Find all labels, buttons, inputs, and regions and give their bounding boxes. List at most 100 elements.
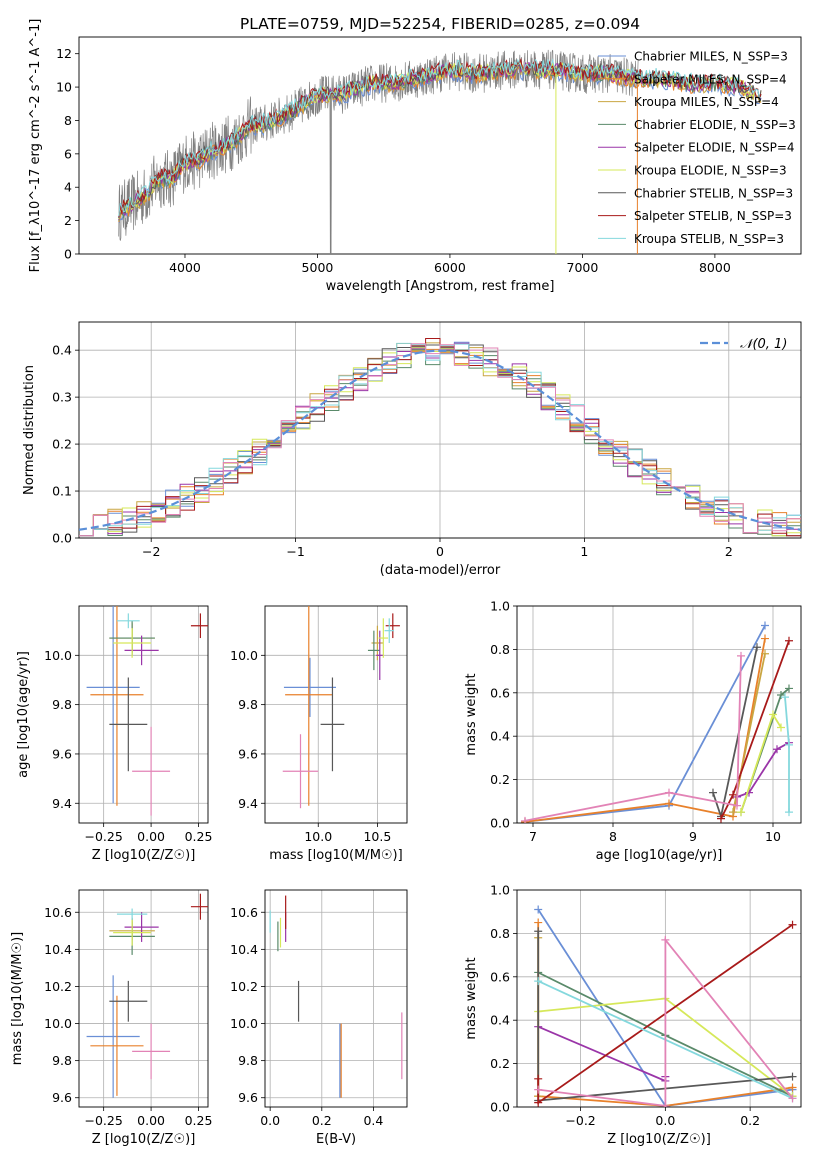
mass-weight-line — [740, 712, 782, 813]
y-axis-label: mass [log10(M/M☉)] — [10, 932, 25, 1065]
residual-histogram — [79, 343, 801, 537]
axes-frame — [78, 321, 802, 539]
legend-label: Chabrier ELODIE, N_SSP=3 — [634, 118, 796, 132]
y-tick-label: 9.6 — [238, 1090, 258, 1105]
y-tick-label: 0.6 — [490, 685, 510, 700]
mass-weight-marker — [788, 1083, 797, 1092]
y-tick-label: 10.2 — [44, 979, 72, 994]
mass-weight-marker — [785, 740, 793, 749]
y-tick-label: 10.0 — [44, 648, 72, 663]
panel-massweight_vs_Z: −0.2 0.0 0.2 0.0 0.2 0.4 0.6 0.8 1.0 Z [log10(Z/Z… — [464, 883, 802, 1147]
model-spectrum-line — [118, 61, 762, 219]
y-tick-label: 0.3 — [52, 390, 72, 405]
legend-label: 𝒩(0, 1) — [740, 337, 787, 352]
legend-label: Kroupa STELIB, N_SSP=3 — [634, 232, 784, 246]
mass-weight-marker — [785, 684, 793, 693]
plot-area — [521, 621, 793, 823]
y-tick-label: 9.8 — [52, 697, 72, 712]
y-tick-label: 8 — [64, 113, 72, 128]
y-tick-label: 9.4 — [238, 796, 258, 811]
plot-area — [79, 338, 801, 537]
x-tick-label: −0.25 — [85, 1113, 123, 1128]
mass-weight-marker — [788, 920, 797, 929]
y-axis-label: mass weight — [464, 957, 479, 1039]
axes-frame — [78, 605, 209, 824]
panel-mass_vs_ebv: 0.0 0.2 0.4 9.6 9.8 10.0 10.2 10.4 10.6 E(B-V) — [230, 889, 408, 1147]
x-axis-label: (data-model)/error — [380, 563, 501, 578]
plot-area — [86, 606, 208, 816]
x-axis-label: E(B-V) — [316, 1132, 356, 1147]
y-tick-label: 9.8 — [52, 1053, 72, 1068]
panel-massweight_vs_age: 7 8 9 10 0.0 0.2 0.4 0.6 0.8 1.0 age [log10(age/yr… — [464, 599, 802, 863]
mass-weight-marker — [521, 816, 529, 823]
panel-residuals: −2 −1 0 1 2 0.0 0.1 0.2 0.3 0.4 𝒩(0, 1) (data-model… — [22, 321, 802, 578]
y-tick-label: 10.4 — [230, 942, 258, 957]
mass-weight-marker — [534, 905, 543, 914]
mass-weight-line — [736, 741, 790, 798]
x-tick-label: 6000 — [434, 260, 466, 275]
x-tick-label: 0.0 — [655, 1113, 675, 1128]
y-tick-label: 9.6 — [52, 746, 72, 761]
y-tick-label: 10.0 — [230, 1016, 258, 1031]
panel-spectrum: 4000 5000 6000 7000 8000 0 2 4 6 8 10 12 Chabrier MI… — [28, 19, 802, 294]
y-tick-label: 1.0 — [490, 883, 510, 898]
mass-weight-marker — [717, 814, 725, 823]
x-tick-label: 0.00 — [137, 829, 165, 844]
mass-weight-marker — [534, 927, 543, 936]
y-tick-label: 0.8 — [490, 642, 510, 657]
panel-age_vs_Z: −0.25 0.00 0.25 9.4 9.6 9.8 10.0 Z [log10(Z/Z☉)… — [16, 605, 212, 863]
legend-label: Chabrier STELIB, N_SSP=3 — [634, 186, 793, 200]
x-tick-label: 8000 — [699, 260, 731, 275]
y-tick-label: 6 — [64, 146, 72, 161]
legend-label: Salpeter STELIB, N_SSP=3 — [634, 209, 792, 223]
x-axis-label: Z [log10(Z/Z☉)] — [92, 848, 196, 863]
y-tick-label: 9.4 — [52, 796, 72, 811]
x-axis-label: wavelength [Angstrom, rest frame] — [326, 279, 555, 294]
legend-label: Kroupa ELODIE, N_SSP=3 — [634, 164, 787, 178]
mass-weight-marker — [773, 745, 781, 754]
plot-area — [282, 606, 400, 809]
mass-weight-marker — [661, 1101, 670, 1107]
mass-weight-line — [524, 655, 742, 822]
mass-weight-marker — [788, 1072, 797, 1081]
y-axis-label: Normed distribution — [22, 365, 37, 495]
y-tick-label: 0.0 — [52, 531, 72, 546]
y-tick-label: 4 — [64, 180, 72, 195]
mass-weight-marker — [737, 651, 745, 660]
y-tick-label: 10.6 — [230, 905, 258, 920]
x-tick-label: 9 — [689, 829, 697, 844]
y-tick-label: 0.8 — [490, 926, 510, 941]
mass-weight-marker — [733, 801, 741, 810]
y-tick-label: 10.2 — [230, 979, 258, 994]
y-tick-label: 1.0 — [490, 599, 510, 614]
mass-weight-marker — [665, 788, 673, 797]
mass-weight-marker — [665, 799, 673, 808]
mass-weight-line — [538, 937, 794, 1107]
mass-weight-marker — [709, 788, 717, 797]
y-tick-label: 10 — [56, 80, 72, 95]
x-tick-label: 1 — [580, 544, 588, 559]
y-tick-label: 9.8 — [238, 697, 258, 712]
mass-weight-marker — [785, 808, 793, 817]
mass-weight-marker — [534, 977, 543, 986]
panel-age_vs_mass: 10.0 10.5 9.4 9.6 9.8 10.0 mass [log10(M/M☉)] — [230, 605, 408, 863]
y-tick-label: 0.4 — [52, 343, 72, 358]
x-tick-label: 4000 — [169, 260, 201, 275]
x-tick-label: 10.0 — [304, 829, 332, 844]
x-tick-label: −0.2 — [565, 1113, 595, 1128]
x-tick-label: −0.25 — [85, 829, 123, 844]
axes-frame — [264, 889, 408, 1108]
y-tick-label: 10.0 — [230, 648, 258, 663]
plot-area — [269, 895, 403, 1098]
y-tick-label: 0.0 — [490, 816, 510, 831]
x-tick-label: 7 — [529, 829, 537, 844]
y-tick-label: 0.6 — [490, 969, 510, 984]
panel-mass_vs_Z: −0.25 0.00 0.25 9.6 9.8 10.0 10.2 10.4 10.6 Z [lo… — [10, 889, 212, 1147]
legend-label: Salpeter ELODIE, N_SSP=4 — [634, 141, 795, 155]
mass-weight-line — [784, 697, 790, 813]
x-tick-label: 10.5 — [363, 829, 391, 844]
x-tick-label: 2 — [725, 544, 733, 559]
x-tick-label: 10 — [765, 829, 781, 844]
axes-frame — [516, 605, 802, 824]
